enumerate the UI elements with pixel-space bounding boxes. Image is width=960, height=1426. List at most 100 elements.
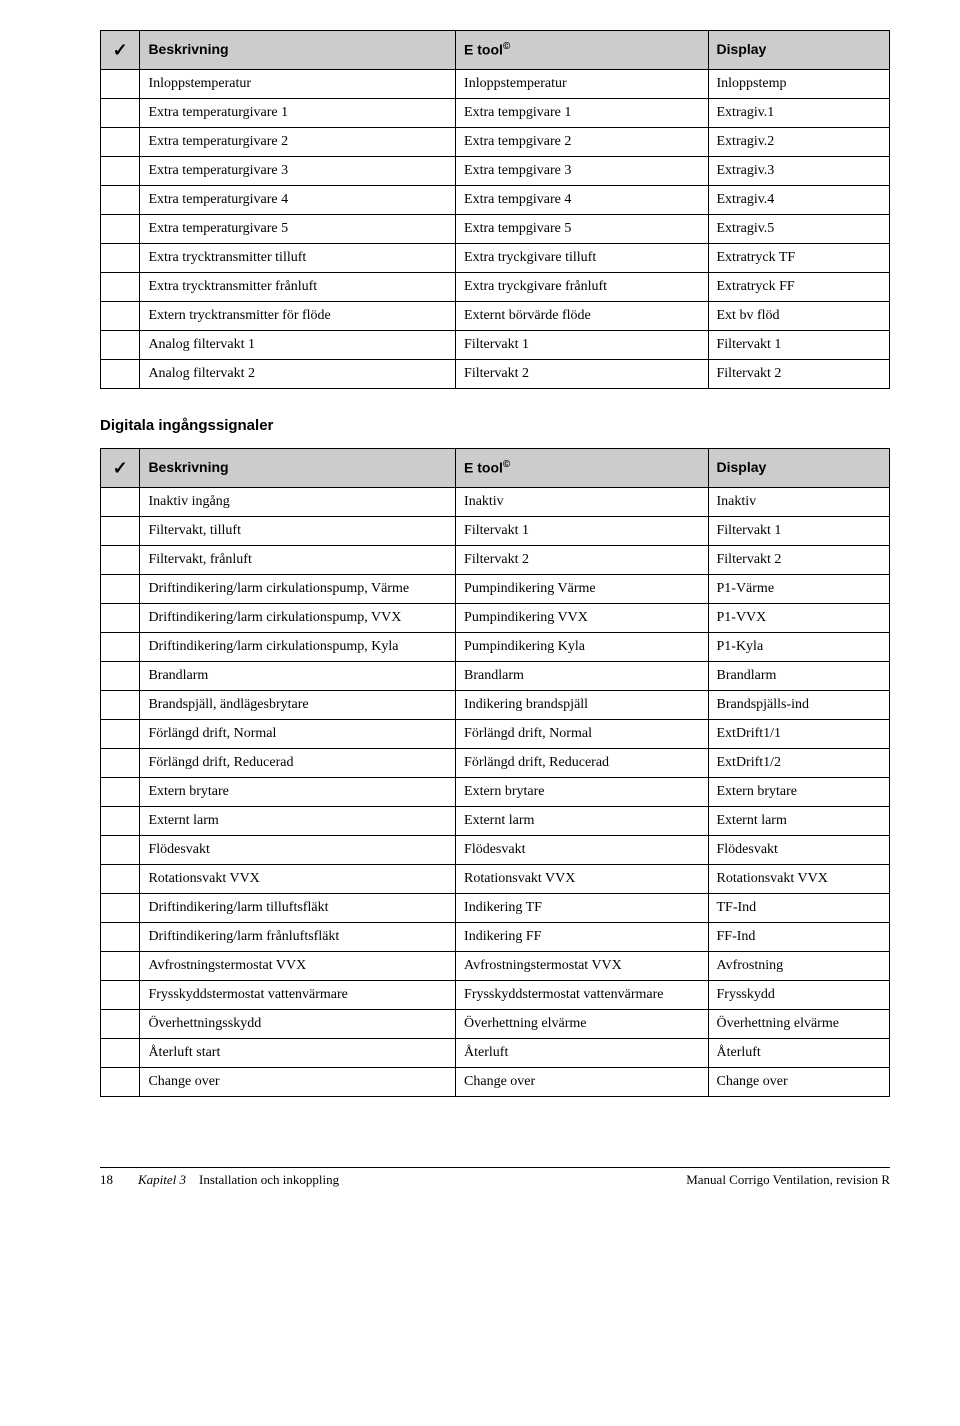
cell-c3: TF-Ind — [708, 894, 890, 923]
cell-c2: Filtervakt 2 — [456, 360, 708, 389]
cell-check — [101, 157, 140, 186]
cell-c2: Extra tempgivare 5 — [456, 215, 708, 244]
cell-c2: Indikering brandspjäll — [456, 691, 708, 720]
cell-c3: P1-Kyla — [708, 633, 890, 662]
cell-c3: Överhettning elvärme — [708, 1010, 890, 1039]
cell-c2: Filtervakt 2 — [456, 546, 708, 575]
table-row: Förlängd drift, NormalFörlängd drift, No… — [101, 720, 890, 749]
cell-check — [101, 778, 140, 807]
table-row: Filtervakt, tilluftFiltervakt 1Filtervak… — [101, 517, 890, 546]
table-row: Driftindikering/larm cirkulationspump, V… — [101, 604, 890, 633]
cell-c3: Ext bv flöd — [708, 302, 890, 331]
cell-check — [101, 894, 140, 923]
table-row: Externt larmExternt larmExternt larm — [101, 807, 890, 836]
cell-c1: Extra trycktransmitter frånluft — [140, 273, 456, 302]
cell-c2: Filtervakt 1 — [456, 331, 708, 360]
table-row: Avfrostningstermostat VVXAvfrostningster… — [101, 952, 890, 981]
cell-check — [101, 331, 140, 360]
cell-c1: Flödesvakt — [140, 836, 456, 865]
table-row: ÖverhettningsskyddÖverhettning elvärmeÖv… — [101, 1010, 890, 1039]
table-row: Extern brytareExtern brytareExtern bryta… — [101, 778, 890, 807]
table-row: Rotationsvakt VVXRotationsvakt VVXRotati… — [101, 865, 890, 894]
cell-c1: Avfrostningstermostat VVX — [140, 952, 456, 981]
table-header-row: ✓ Beskrivning E tool© Display — [101, 449, 890, 488]
cell-c2: Flödesvakt — [456, 836, 708, 865]
cell-check — [101, 273, 140, 302]
cell-c3: Filtervakt 1 — [708, 517, 890, 546]
cell-c1: Extern trycktransmitter för flöde — [140, 302, 456, 331]
table-row: Frysskyddstermostat vattenvärmareFryssky… — [101, 981, 890, 1010]
cell-check — [101, 662, 140, 691]
cell-check — [101, 546, 140, 575]
cell-check — [101, 604, 140, 633]
cell-c1: Förlängd drift, Reducerad — [140, 749, 456, 778]
cell-c1: Frysskyddstermostat vattenvärmare — [140, 981, 456, 1010]
cell-c2: Överhettning elvärme — [456, 1010, 708, 1039]
cell-c3: Extratryck FF — [708, 273, 890, 302]
cell-c1: Extra temperaturgivare 5 — [140, 215, 456, 244]
cell-c3: Avfrostning — [708, 952, 890, 981]
cell-c2: Avfrostningstermostat VVX — [456, 952, 708, 981]
cell-check — [101, 302, 140, 331]
table-signals-2: ✓ Beskrivning E tool© Display Inaktiv in… — [100, 448, 890, 1097]
cell-c1: Driftindikering/larm tilluftsfläkt — [140, 894, 456, 923]
cell-check — [101, 517, 140, 546]
section-title-digital: Digitala ingångssignaler — [100, 417, 890, 434]
cell-c3: Extragiv.3 — [708, 157, 890, 186]
cell-c2: Extra tryckgivare frånluft — [456, 273, 708, 302]
table-header-row: ✓ Beskrivning E tool© Display — [101, 31, 890, 70]
cell-check — [101, 360, 140, 389]
table-row: Analog filtervakt 1Filtervakt 1Filtervak… — [101, 331, 890, 360]
cell-c1: Rotationsvakt VVX — [140, 865, 456, 894]
cell-c3: Extratryck TF — [708, 244, 890, 273]
table-row: Driftindikering/larm cirkulationspump, V… — [101, 575, 890, 604]
cell-c1: Driftindikering/larm frånluftsfläkt — [140, 923, 456, 952]
table-row: FlödesvaktFlödesvaktFlödesvakt — [101, 836, 890, 865]
cell-c1: Brandspjäll, ändlägesbrytare — [140, 691, 456, 720]
cell-c3: Extern brytare — [708, 778, 890, 807]
cell-check — [101, 1010, 140, 1039]
cell-c1: Återluft start — [140, 1039, 456, 1068]
cell-c1: Filtervakt, tilluft — [140, 517, 456, 546]
cell-c1: Externt larm — [140, 807, 456, 836]
table-row: Extra temperaturgivare 4Extra tempgivare… — [101, 186, 890, 215]
cell-c2: Pumpindikering Kyla — [456, 633, 708, 662]
cell-check — [101, 981, 140, 1010]
cell-c2: Förlängd drift, Normal — [456, 720, 708, 749]
footer-doc-title: Manual Corrigo Ventilation, revision R — [686, 1172, 890, 1188]
cell-check — [101, 952, 140, 981]
cell-c2: Pumpindikering Värme — [456, 575, 708, 604]
check-icon: ✓ — [113, 458, 128, 478]
footer-left: 18 Kapitel 3 Installation och inkoppling — [100, 1172, 339, 1188]
table-row: Analog filtervakt 2Filtervakt 2Filtervak… — [101, 360, 890, 389]
header-check: ✓ — [101, 449, 140, 488]
cell-c1: Extra temperaturgivare 4 — [140, 186, 456, 215]
table-row: Extra temperaturgivare 3Extra tempgivare… — [101, 157, 890, 186]
cell-c2: Förlängd drift, Reducerad — [456, 749, 708, 778]
cell-c2: Externt börvärde flöde — [456, 302, 708, 331]
cell-c2: Brandlarm — [456, 662, 708, 691]
cell-check — [101, 923, 140, 952]
cell-c2: Återluft — [456, 1039, 708, 1068]
cell-c1: Extra trycktransmitter tilluft — [140, 244, 456, 273]
cell-c1: Driftindikering/larm cirkulationspump, V… — [140, 604, 456, 633]
cell-c2: Extra tempgivare 2 — [456, 128, 708, 157]
cell-c1: Extra temperaturgivare 1 — [140, 99, 456, 128]
cell-c3: ExtDrift1/2 — [708, 749, 890, 778]
header-display: Display — [708, 449, 890, 488]
cell-c2: Extra tempgivare 3 — [456, 157, 708, 186]
table-row: Återluft startÅterluftÅterluft — [101, 1039, 890, 1068]
cell-c3: Extragiv.1 — [708, 99, 890, 128]
cell-check — [101, 128, 140, 157]
table-row: Extra trycktransmitter tilluftExtra tryc… — [101, 244, 890, 273]
cell-c2: Filtervakt 1 — [456, 517, 708, 546]
cell-c1: Extra temperaturgivare 2 — [140, 128, 456, 157]
table-row: Extern trycktransmitter för flödeExternt… — [101, 302, 890, 331]
header-beskrivning: Beskrivning — [140, 449, 456, 488]
cell-c2: Pumpindikering VVX — [456, 604, 708, 633]
cell-c3: Återluft — [708, 1039, 890, 1068]
cell-check — [101, 70, 140, 99]
table-row: Brandspjäll, ändlägesbrytareIndikering b… — [101, 691, 890, 720]
cell-c2: Inloppstemperatur — [456, 70, 708, 99]
table-row: Extra temperaturgivare 5Extra tempgivare… — [101, 215, 890, 244]
